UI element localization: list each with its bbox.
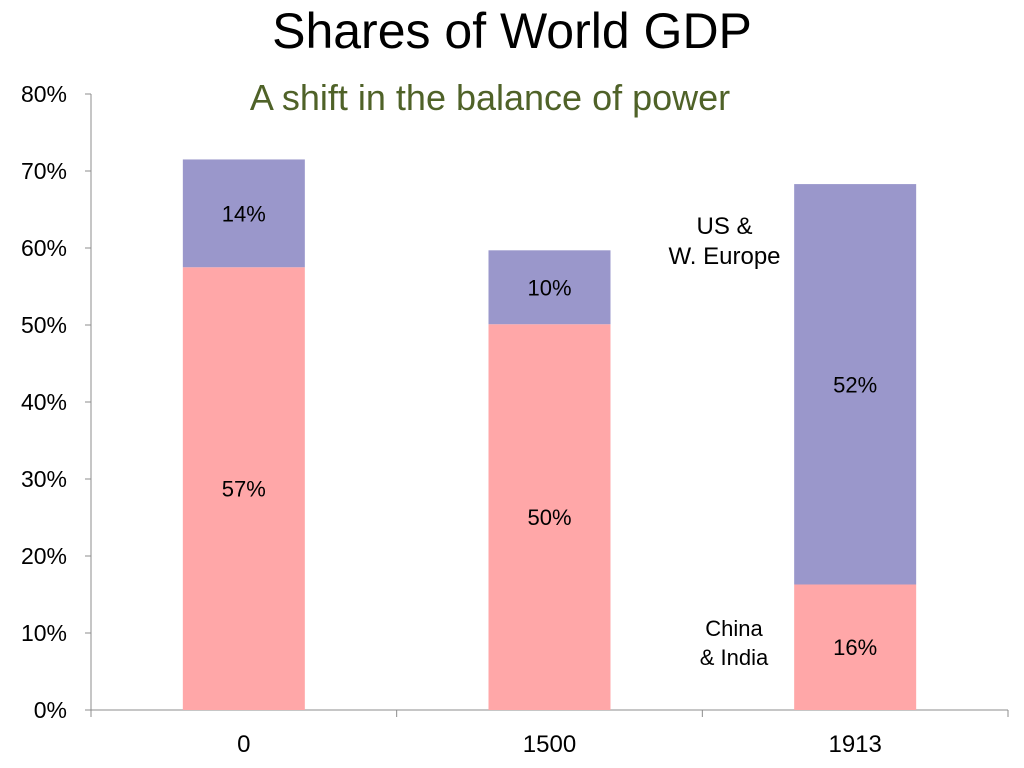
bar-segment bbox=[488, 250, 611, 325]
x-tick-label: 0 bbox=[237, 731, 250, 758]
y-tick-label: 20% bbox=[21, 543, 67, 569]
annotation-us-europe: US & W. Europe bbox=[652, 212, 797, 272]
x-tick-label: 1500 bbox=[523, 731, 576, 758]
y-tick-label: 60% bbox=[21, 235, 67, 261]
bar-segment bbox=[488, 324, 611, 710]
y-tick-label: 50% bbox=[21, 312, 67, 338]
data-label: 52% bbox=[833, 372, 877, 397]
x-tick-label: 1913 bbox=[828, 731, 881, 758]
bar-segment bbox=[182, 159, 305, 268]
y-tick-label: 0% bbox=[34, 697, 67, 723]
y-tick-label: 70% bbox=[21, 158, 67, 184]
chart-subtitle: A shift in the balance of power bbox=[249, 77, 731, 118]
data-label: 57% bbox=[222, 477, 266, 502]
annotation-china-india-line1: China bbox=[705, 616, 763, 641]
data-label: 50% bbox=[527, 505, 571, 530]
y-tick-label: 10% bbox=[21, 620, 67, 646]
bar-segment bbox=[182, 267, 305, 710]
y-axis: 0% 10% 20% 30% 40% 50% 60% 70% 80% bbox=[21, 81, 92, 723]
y-tick-label: 40% bbox=[21, 389, 67, 415]
x-axis: 0 1500 1913 bbox=[90, 709, 1009, 758]
data-label: 10% bbox=[527, 275, 571, 300]
bars bbox=[182, 159, 917, 710]
annotation-us-europe-line2: W. Europe bbox=[668, 243, 781, 270]
y-tick-label: 30% bbox=[21, 466, 67, 492]
data-label: 16% bbox=[833, 635, 877, 660]
data-label: 14% bbox=[222, 201, 266, 226]
chart-title: Shares of World GDP bbox=[272, 3, 752, 59]
annotation-china-india: China & India bbox=[680, 614, 788, 672]
annotation-china-india-line2: & India bbox=[699, 645, 769, 670]
bar-segment bbox=[794, 184, 917, 585]
annotation-us-europe-line1: US & bbox=[696, 213, 753, 240]
bar-segment bbox=[794, 584, 917, 710]
data-labels: 57% 14% 50% 10% 16% 52% bbox=[222, 201, 877, 660]
y-tick-label: 80% bbox=[21, 81, 67, 107]
